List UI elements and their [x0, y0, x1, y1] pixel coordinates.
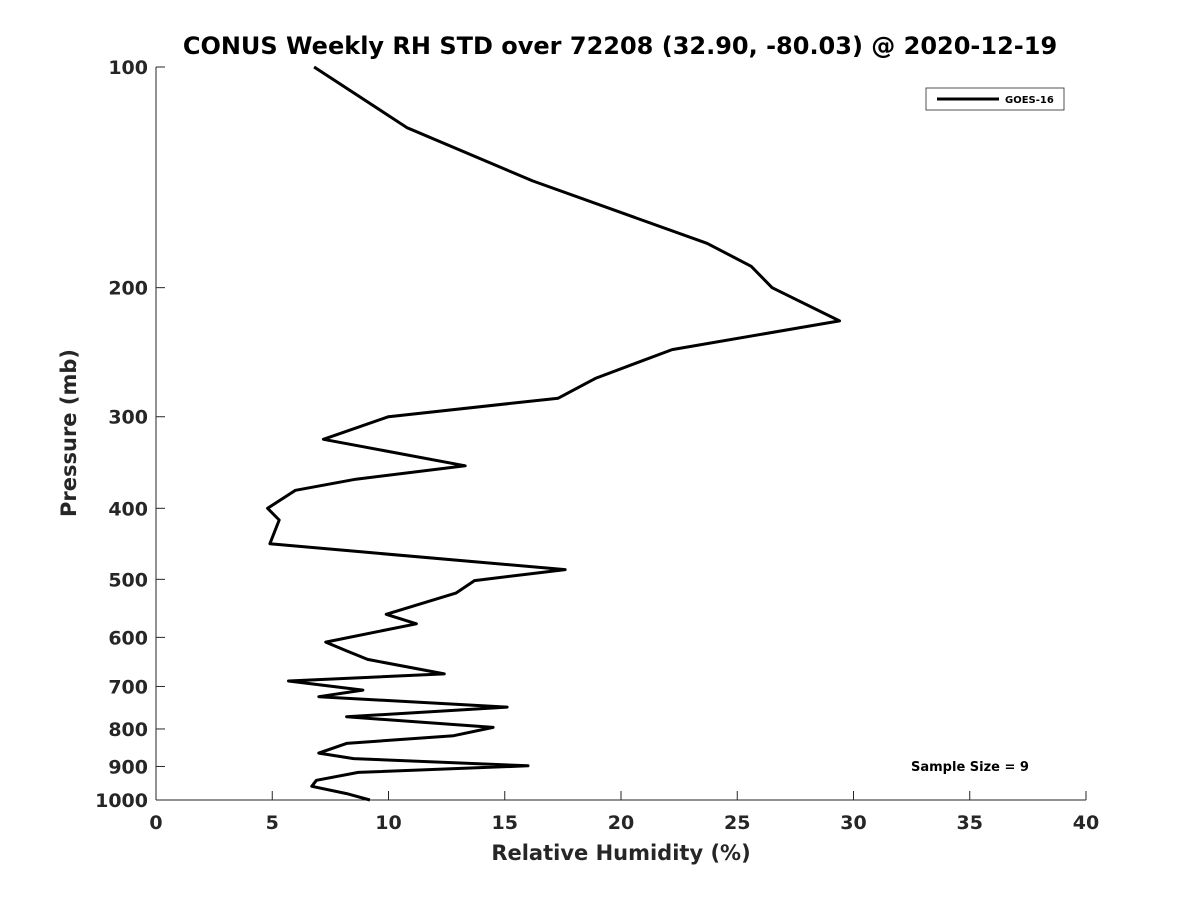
legend: GOES-16	[925, 87, 1065, 111]
sample-size-annotation: Sample Size = 9	[911, 760, 1029, 775]
y-tick-label: 700	[108, 676, 148, 698]
series-line-goes-16	[266, 65, 841, 802]
x-tick-label: 20	[608, 812, 634, 834]
y-tick-label: 500	[108, 569, 148, 591]
y-tick-label: 300	[108, 407, 148, 429]
y-axis-label: Pressure (mb)	[57, 349, 81, 517]
y-axis: 100 200 300 400 500 600 700 800 900 1000	[95, 57, 165, 812]
x-tick-label: 25	[724, 812, 750, 834]
plot-area	[156, 67, 1086, 800]
x-tick-label: 35	[957, 812, 983, 834]
series-group	[266, 65, 841, 802]
y-tick-label: 900	[108, 756, 148, 778]
y-tick-label: 600	[108, 627, 148, 649]
x-axis: 0 5 10 15 20 25 30 35 40	[149, 791, 1099, 834]
y-tick-label: 800	[108, 719, 148, 741]
chart-title: CONUS Weekly RH STD over 72208 (32.90, -…	[183, 32, 1057, 60]
x-tick-label: 10	[375, 812, 401, 834]
x-tick-label: 0	[149, 812, 162, 834]
y-tick-label: 1000	[95, 790, 148, 812]
x-tick-label: 15	[492, 812, 518, 834]
y-tick-label: 400	[108, 498, 148, 520]
x-tick-label: 5	[266, 812, 279, 834]
y-tick-label: 200	[108, 278, 148, 300]
x-tick-label: 30	[840, 812, 866, 834]
legend-label: GOES-16	[1005, 95, 1054, 106]
x-axis-label: Relative Humidity (%)	[491, 841, 750, 865]
x-tick-label: 40	[1073, 812, 1099, 834]
y-tick-label: 100	[108, 57, 148, 79]
